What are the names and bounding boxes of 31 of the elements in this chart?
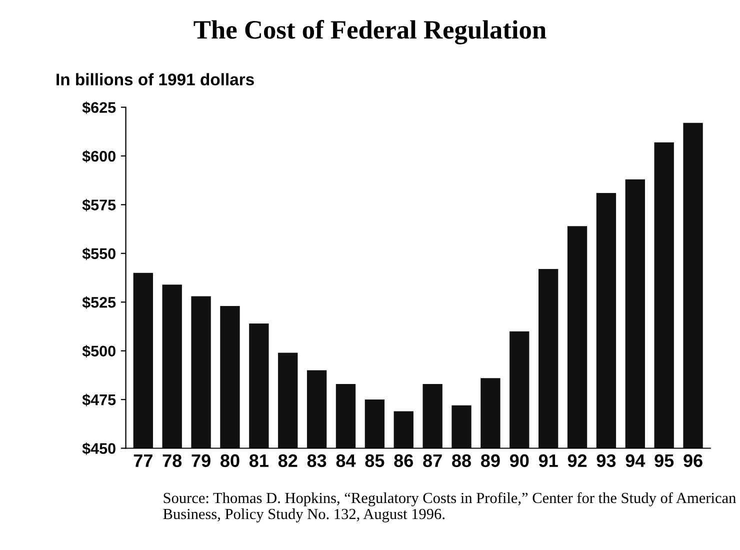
x-tick-label: 96 — [684, 454, 702, 468]
x-tick-label: 95 — [654, 454, 674, 468]
x-tick-label: 78 — [162, 454, 182, 468]
x-tick-label: 88 — [452, 454, 471, 468]
y-tick-label: $500 — [82, 345, 116, 358]
x-tick-label: 79 — [192, 454, 210, 468]
x-tick-label: 93 — [596, 454, 616, 468]
chart-title: The Cost of Federal Regulation — [194, 20, 546, 44]
x-tick-label: 82 — [278, 454, 298, 468]
x-tick-label: 92 — [568, 454, 587, 468]
source-note: Source: Thomas D. Hopkins, “Regulatory Costs in Profile,” Center for the Study of American Business, Policy Study No. 132, August 1996. — [163, 492, 736, 522]
x-tick-label: 91 — [538, 454, 558, 468]
x-tick-label: 89 — [480, 454, 500, 468]
y-tick-label: $625 — [82, 101, 116, 114]
y-axis-title: In billions of 1991 dollars — [56, 73, 254, 86]
y-tick-label: $525 — [82, 296, 116, 309]
y-tick-label: $475 — [82, 394, 116, 406]
x-tick-label: 85 — [365, 454, 384, 468]
y-tick-label: $600 — [82, 150, 116, 163]
x-tick-label: 80 — [220, 454, 240, 468]
x-tick-label: 84 — [336, 454, 356, 468]
x-tick-label: 81 — [249, 454, 268, 468]
y-tick-label: $575 — [82, 198, 116, 212]
x-tick-label: 87 — [423, 454, 442, 468]
y-tick-label: $450 — [82, 442, 116, 455]
x-tick-label: 86 — [394, 454, 414, 468]
x-tick-label: 90 — [510, 454, 529, 468]
x-tick-label: 77 — [134, 454, 152, 467]
x-tick-label: 83 — [307, 454, 326, 468]
y-tick-label: $550 — [82, 248, 116, 260]
x-tick-label: 94 — [626, 454, 646, 468]
